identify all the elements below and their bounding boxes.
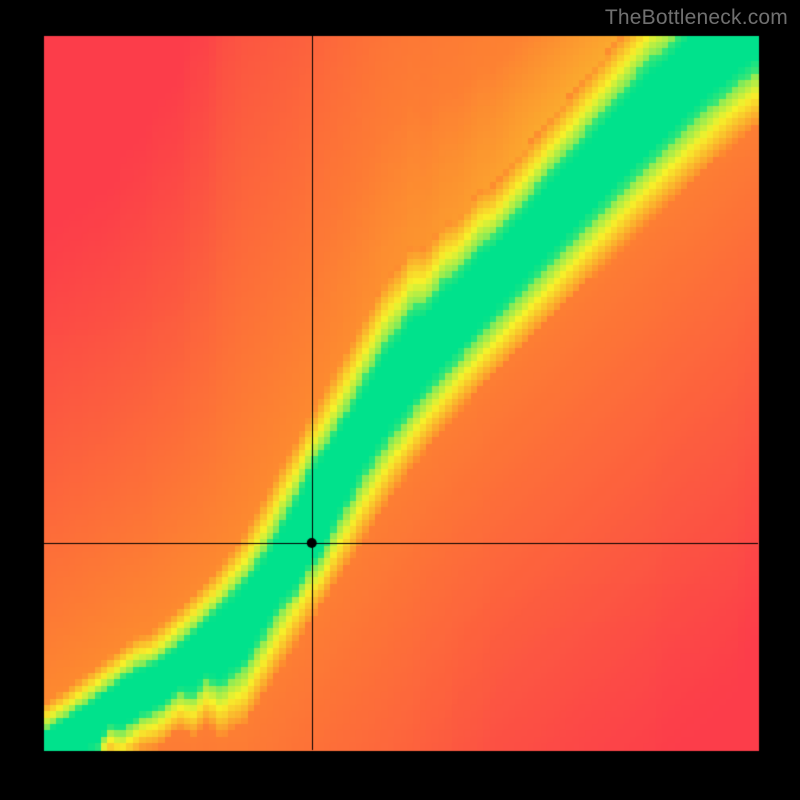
- chart-container: TheBottleneck.com: [0, 0, 800, 800]
- bottleneck-heatmap: [0, 0, 800, 800]
- watermark-text: TheBottleneck.com: [605, 6, 788, 30]
